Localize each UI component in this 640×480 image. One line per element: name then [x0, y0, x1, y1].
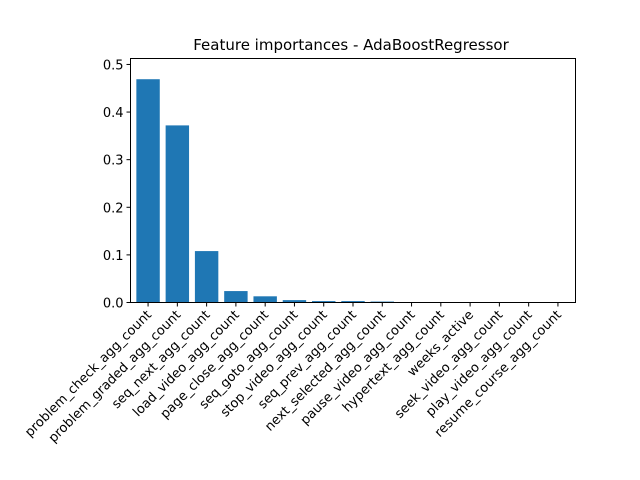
bar-stop-video-agg-count: [312, 301, 336, 303]
y-tick-label: 0.1: [103, 249, 124, 264]
bar-seq-goto-agg-count: [282, 300, 307, 303]
bar-problem-check-agg-count: [136, 79, 160, 303]
bar-seq-next-agg-count: [194, 251, 219, 303]
bar-page-close-agg-count: [253, 296, 277, 303]
y-tick-label: 0.4: [103, 106, 124, 121]
bar-problem-graded-agg-count: [165, 125, 190, 303]
bar-load-video-agg-count: [224, 291, 248, 303]
y-tick-label: 0.0: [103, 297, 124, 312]
y-tick-label: 0.2: [103, 201, 124, 216]
bar-seq-prev-agg-count: [341, 301, 365, 303]
plot-frame: [130, 58, 576, 303]
y-tick-label: 0.3: [103, 154, 124, 169]
y-axis: 0.0 0.1 0.2 0.3 0.4 0.5: [103, 58, 131, 312]
y-tick-label: 0.5: [103, 58, 124, 73]
chart-title: Feature importances - AdaBoostRegressor: [193, 36, 509, 54]
bar-group: [136, 79, 570, 303]
